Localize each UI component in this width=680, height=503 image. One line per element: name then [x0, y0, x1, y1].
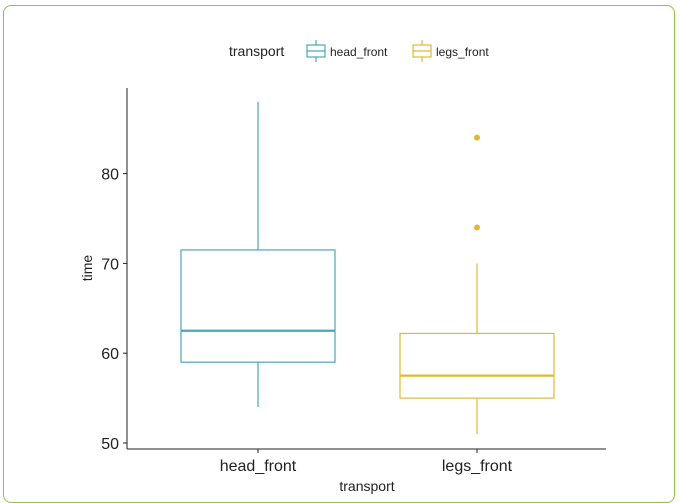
x-tick-label: head_front	[220, 458, 297, 475]
box-iqr	[180, 249, 336, 363]
legend-item-legs_front: legs_front	[412, 40, 489, 62]
y-tick-label: 50	[101, 436, 119, 453]
legend-item-label: head_front	[330, 45, 388, 59]
y-axis-label: time	[79, 255, 95, 282]
legend-item-head_front: head_front	[306, 40, 388, 62]
y-axis: 50 60 70 80	[101, 88, 128, 453]
x-tick-label: legs_front	[442, 458, 513, 475]
y-tick-label: 80	[101, 167, 119, 184]
y-tick-label: 60	[101, 346, 119, 363]
x-axis-label: transport	[339, 478, 394, 494]
box-legs_front	[399, 134, 555, 435]
outlier-point	[474, 224, 480, 231]
boxes	[180, 101, 555, 435]
x-axis: head_front legs_front	[127, 448, 606, 475]
y-tick-label: 70	[101, 256, 119, 273]
chart-frame	[3, 5, 675, 503]
outlier-point	[474, 134, 480, 141]
legend: transport head_front legs_front	[229, 40, 489, 62]
box-iqr	[399, 332, 555, 399]
box-head_front	[180, 101, 336, 408]
legend-title: transport	[229, 43, 284, 59]
legend-item-label: legs_front	[436, 45, 489, 59]
